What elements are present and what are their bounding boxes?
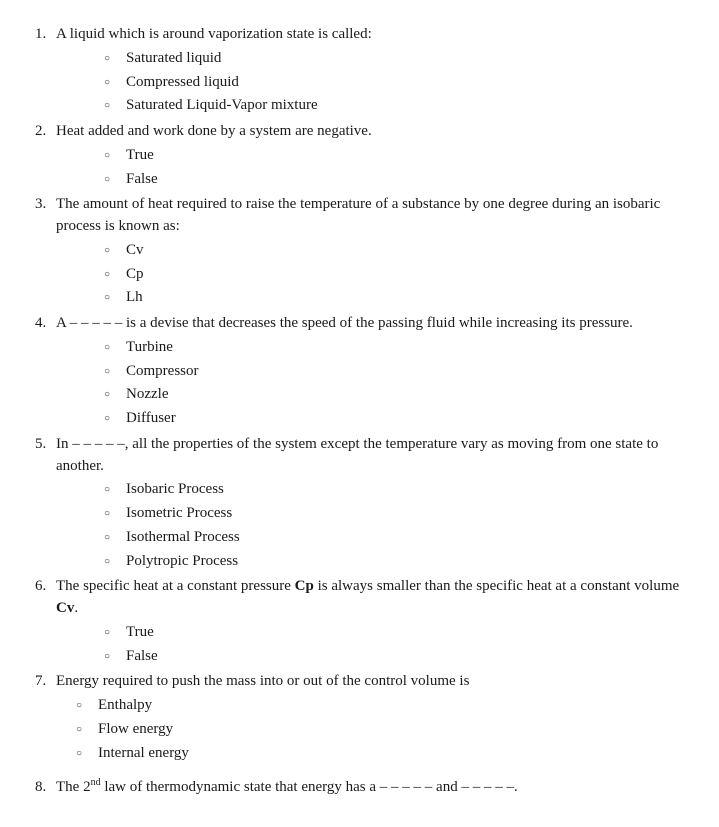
question-7: Energy required to push the mass into or… <box>50 671 691 764</box>
option: Cv <box>104 240 691 262</box>
question-text: A – – – – – is a devise that decreases t… <box>56 315 633 331</box>
text-part: . <box>74 600 78 616</box>
option: Cp <box>104 264 691 286</box>
options-list: Turbine Compressor Nozzle Diffuser <box>56 337 691 430</box>
question-text: The specific heat at a constant pressure… <box>56 578 679 616</box>
question-text: A liquid which is around vaporization st… <box>56 26 372 42</box>
question-text: In – – – – –, all the properties of the … <box>56 436 658 474</box>
options-list: Isobaric Process Isometric Process Isoth… <box>56 479 691 572</box>
option: False <box>104 169 691 191</box>
option: Compressor <box>104 361 691 383</box>
options-list: Enthalpy Flow energy Internal energy <box>56 695 691 764</box>
option: Internal energy <box>76 743 691 765</box>
question-3: The amount of heat required to raise the… <box>50 194 691 309</box>
options-list: True False <box>56 145 691 191</box>
options-list: Cv Cp Lh <box>56 240 691 309</box>
text-part: The 2 <box>56 779 91 795</box>
options-list: True False <box>56 622 691 668</box>
question-text: The amount of heat required to raise the… <box>56 196 660 234</box>
option: Diffuser <box>104 408 691 430</box>
option: Isometric Process <box>104 503 691 525</box>
option: Enthalpy <box>76 695 691 717</box>
option: Nozzle <box>104 384 691 406</box>
question-list: A liquid which is around vaporization st… <box>28 24 691 799</box>
question-4: A – – – – – is a devise that decreases t… <box>50 313 691 430</box>
text-part: law of thermodynamic state that energy h… <box>101 779 518 795</box>
bold-text: Cv <box>56 600 74 616</box>
text-part: is always smaller than the specific heat… <box>314 578 679 594</box>
option: Isothermal Process <box>104 527 691 549</box>
options-list: Saturated liquid Compressed liquid Satur… <box>56 48 691 117</box>
question-6: The specific heat at a constant pressure… <box>50 576 691 667</box>
option: Lh <box>104 287 691 309</box>
question-5: In – – – – –, all the properties of the … <box>50 434 691 573</box>
text-part: The specific heat at a constant pressure <box>56 578 295 594</box>
option: Saturated Liquid-Vapor mixture <box>104 95 691 117</box>
option: Compressed liquid <box>104 72 691 94</box>
question-1: A liquid which is around vaporization st… <box>50 24 691 117</box>
option: Isobaric Process <box>104 479 691 501</box>
option: Saturated liquid <box>104 48 691 70</box>
option: Polytropic Process <box>104 551 691 573</box>
option: True <box>104 145 691 167</box>
question-2: Heat added and work done by a system are… <box>50 121 691 190</box>
question-text: The 2nd law of thermodynamic state that … <box>56 779 518 795</box>
option: False <box>104 646 691 668</box>
option: True <box>104 622 691 644</box>
bold-text: Cp <box>295 578 314 594</box>
option: Flow energy <box>76 719 691 741</box>
question-8: The 2nd law of thermodynamic state that … <box>50 776 691 799</box>
question-text: Heat added and work done by a system are… <box>56 123 372 139</box>
question-text: Energy required to push the mass into or… <box>56 673 469 689</box>
option: Turbine <box>104 337 691 359</box>
